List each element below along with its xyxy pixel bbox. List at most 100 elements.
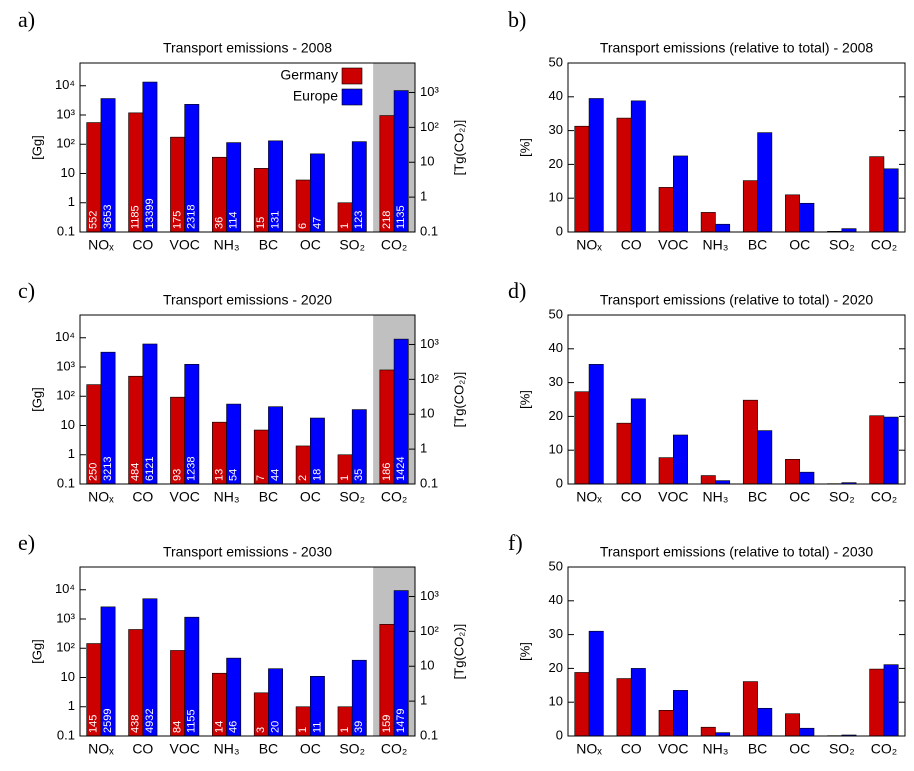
data-label: 14	[213, 721, 225, 733]
y-axis-label: [%]	[517, 390, 532, 409]
bar	[742, 681, 758, 737]
x-tick-label: CO	[132, 489, 153, 505]
x-tick-label: OC	[300, 237, 321, 253]
x-tick-label: CO₂	[871, 741, 897, 757]
bar	[742, 399, 758, 485]
x-tick-label: NH₃	[702, 237, 728, 253]
data-label: 13399	[144, 198, 156, 229]
chart-title: Transport emissions - 2008	[163, 40, 332, 56]
x-tick-label: CO₂	[381, 489, 407, 505]
bar	[658, 457, 674, 485]
data-label: 3	[255, 727, 267, 733]
data-label: 13	[213, 469, 225, 481]
bar	[658, 187, 674, 233]
y2-tick-label: 10³	[420, 588, 439, 603]
bar	[673, 434, 688, 485]
data-label: 1155	[186, 709, 198, 733]
bar	[869, 156, 885, 233]
data-label: 15	[255, 217, 267, 229]
y2-tick-label: 0.1	[420, 727, 438, 742]
bar	[883, 664, 899, 737]
data-label: 35	[353, 469, 365, 481]
y-tick-label: 10²	[56, 388, 75, 403]
y2-tick-label: 1	[420, 189, 427, 204]
data-label: 6121	[144, 457, 156, 481]
data-label: 6	[297, 223, 309, 229]
bar	[757, 707, 773, 737]
y2-tick-label: 10²	[420, 371, 439, 386]
legend-swatch	[341, 67, 363, 85]
bar	[799, 471, 815, 485]
y-tick-label: 30	[549, 626, 563, 641]
data-label: 145	[88, 715, 100, 733]
y-tick-label: 1	[68, 194, 75, 209]
data-label: 1	[339, 727, 351, 733]
y-tick-label: 10	[549, 190, 563, 205]
y2-axis-label: [Tg(CO₂)]	[451, 624, 466, 680]
bar	[673, 690, 688, 737]
y-tick-label: 10⁴	[55, 329, 75, 344]
bar	[700, 475, 716, 485]
x-tick-label: CO	[132, 741, 153, 757]
axes-frame	[79, 566, 416, 737]
y2-tick-label: 10	[420, 406, 434, 421]
axes-frame	[567, 314, 906, 485]
bar	[869, 668, 885, 737]
data-label: 4932	[144, 709, 156, 733]
bar	[574, 125, 590, 233]
data-label: 1	[339, 223, 351, 229]
y2-tick-label: 10²	[420, 119, 439, 134]
data-label: 11	[311, 722, 323, 733]
y-tick-label: 20	[549, 156, 563, 171]
x-tick-label: OC	[789, 237, 810, 253]
y-tick-label: 1	[68, 698, 75, 713]
y-tick-label: 20	[549, 660, 563, 675]
bar	[785, 713, 800, 737]
y-tick-label: 30	[549, 122, 563, 137]
data-label: 1	[339, 475, 351, 481]
axes-frame	[567, 62, 906, 233]
x-tick-label: OC	[300, 489, 321, 505]
y-tick-label: 10²	[56, 640, 75, 655]
y-tick-label: 0.1	[57, 223, 75, 238]
axes-frame	[567, 566, 906, 737]
y-axis-label: [%]	[517, 138, 532, 157]
data-label: 218	[381, 211, 393, 229]
x-tick-label: NH₃	[702, 489, 728, 505]
x-tick-label: BC	[748, 741, 767, 757]
x-tick-label: SO₂	[829, 741, 855, 757]
x-tick-label: OC	[300, 741, 321, 757]
x-tick-label: CO₂	[381, 741, 407, 757]
y-tick-label: 30	[549, 374, 563, 389]
y-tick-label: 10³	[56, 358, 75, 373]
data-label: 131	[269, 211, 281, 229]
x-tick-label: VOC	[658, 237, 688, 253]
y2-tick-label: 10²	[420, 623, 439, 638]
bar	[757, 430, 773, 485]
data-label: 2599	[102, 709, 114, 733]
data-label: 46	[228, 721, 240, 733]
data-label: 1185	[130, 205, 142, 229]
data-label: 250	[88, 463, 100, 481]
bar	[616, 117, 632, 233]
y-tick-label: 20	[549, 408, 563, 423]
y2-axis-label: [Tg(CO₂)]	[451, 120, 466, 176]
data-label: 1135	[395, 205, 407, 229]
x-tick-label: VOC	[658, 489, 688, 505]
y2-tick-label: 10	[420, 658, 434, 673]
y-tick-label: 10	[549, 442, 563, 457]
x-tick-label: NH₃	[702, 741, 728, 757]
x-tick-label: NH₃	[214, 237, 240, 253]
y2-tick-label: 10³	[420, 84, 439, 99]
y-tick-label: 0	[556, 727, 563, 742]
bar	[658, 710, 674, 737]
data-label: 18	[311, 469, 323, 481]
x-tick-label: CO₂	[381, 237, 407, 253]
x-tick-label: CO	[132, 237, 153, 253]
bar	[574, 672, 590, 737]
data-label: 552	[88, 211, 100, 229]
bar	[785, 194, 800, 233]
y-tick-label: 50	[549, 558, 563, 573]
y-tick-label: 40	[549, 592, 563, 607]
bar	[588, 364, 604, 485]
